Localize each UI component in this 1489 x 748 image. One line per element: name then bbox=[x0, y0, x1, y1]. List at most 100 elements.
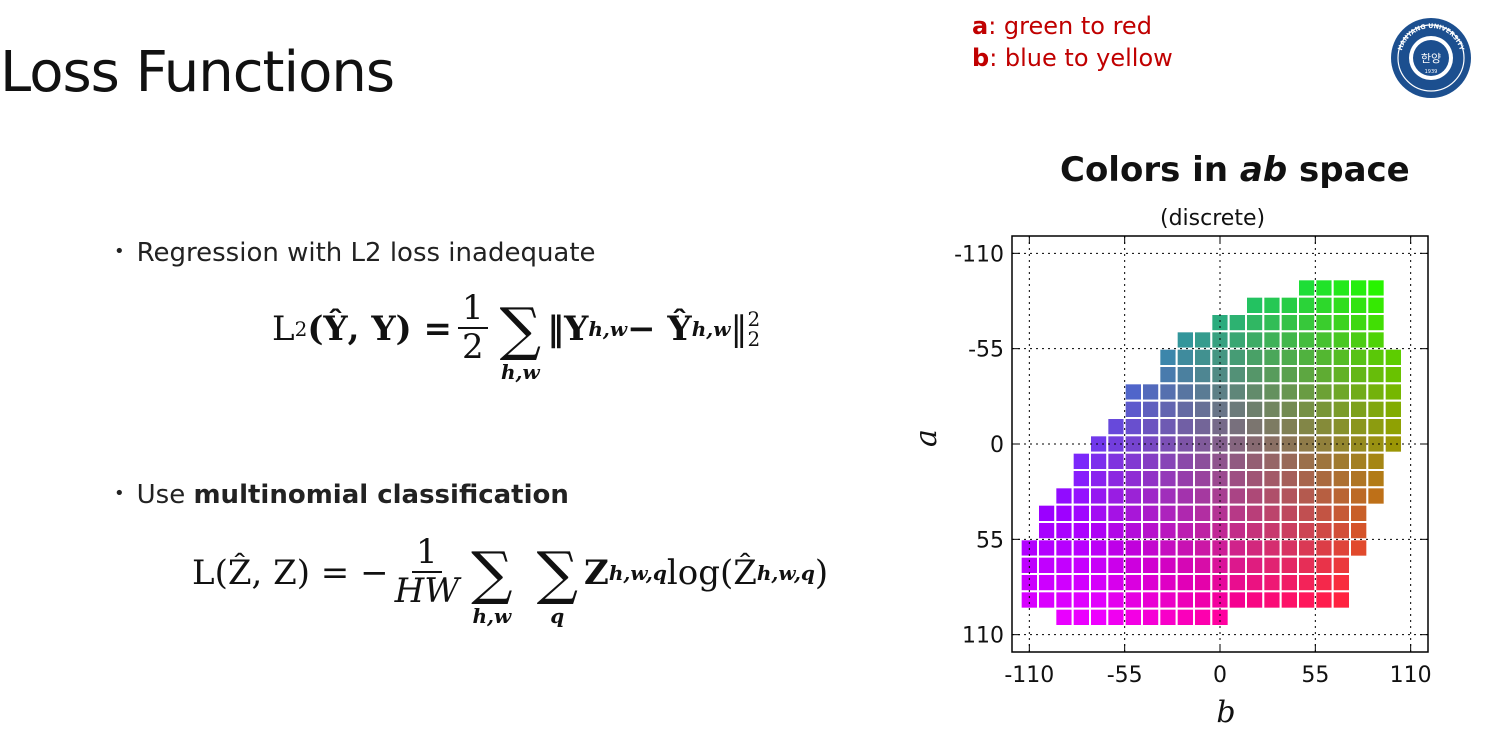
color-bin-cell bbox=[1262, 521, 1282, 541]
color-bin-cell bbox=[1089, 434, 1109, 454]
color-bin-cell bbox=[1262, 330, 1282, 350]
eq-ce-body-sub: h,w,q bbox=[608, 560, 667, 585]
color-bin-cell bbox=[1279, 382, 1299, 402]
color-bin-cell bbox=[1245, 313, 1265, 333]
color-bin-cell bbox=[1141, 382, 1161, 402]
color-bin-cell bbox=[1158, 451, 1178, 471]
color-bin-cell bbox=[1314, 330, 1334, 350]
color-bin-cell bbox=[1349, 399, 1369, 419]
bullet-classification-strong: multinomial classification bbox=[193, 480, 569, 510]
color-bin-cell bbox=[1383, 399, 1403, 419]
eq-l2-norm-scripts: 2 2 bbox=[747, 309, 760, 349]
color-bin-cell bbox=[1279, 451, 1299, 471]
color-bin-cell bbox=[1123, 469, 1143, 489]
color-bin-cell bbox=[1141, 417, 1161, 437]
color-bin-cell bbox=[1210, 573, 1230, 593]
color-bin-cell bbox=[1193, 347, 1213, 367]
color-bin-cell bbox=[1262, 295, 1282, 315]
color-bin-cell bbox=[1054, 590, 1074, 610]
color-bin-cell bbox=[1366, 278, 1386, 298]
sigma-icon: ∑ bbox=[471, 539, 513, 607]
chart-title: Colors in ab space bbox=[1060, 150, 1410, 190]
color-bin-cell bbox=[1331, 417, 1351, 437]
color-bin-cell bbox=[1123, 451, 1143, 471]
eq-ce-body: Z bbox=[583, 552, 609, 593]
color-bin-cell bbox=[1331, 555, 1351, 576]
color-bin-cell bbox=[1175, 573, 1195, 593]
color-bin-cell bbox=[1297, 521, 1317, 541]
color-bin-cell bbox=[1349, 382, 1369, 402]
color-bin-cell bbox=[1210, 313, 1230, 333]
eq-ce-frac-den: HW bbox=[394, 570, 460, 611]
color-bin-cell bbox=[1349, 521, 1369, 541]
color-bin-cell bbox=[1210, 607, 1230, 628]
bullet-regression: • Regression with L2 loss inadequate bbox=[114, 238, 596, 268]
color-bin-cell bbox=[1071, 590, 1091, 610]
color-bin-cell bbox=[1297, 295, 1317, 315]
color-bin-cell bbox=[1141, 607, 1161, 628]
color-bin-cell bbox=[1245, 330, 1265, 350]
color-bin-cell bbox=[1245, 399, 1265, 419]
color-bin-cell bbox=[1349, 451, 1369, 471]
color-bin-cell bbox=[1227, 330, 1247, 350]
color-bin-cell bbox=[1193, 417, 1213, 437]
color-bin-cell bbox=[1366, 399, 1386, 419]
color-bin-cell bbox=[1141, 573, 1161, 593]
color-bin-cell bbox=[1175, 521, 1195, 541]
color-bin-cell bbox=[1227, 573, 1247, 593]
eq-l2-body-sub: h,w bbox=[588, 316, 628, 341]
color-bin-cell bbox=[1071, 538, 1091, 558]
color-bin-cell bbox=[1331, 469, 1351, 489]
color-bin-cell bbox=[1227, 451, 1247, 471]
color-bin-cell bbox=[1158, 521, 1178, 541]
color-bin-cell bbox=[1279, 347, 1299, 367]
color-bin-cell bbox=[1175, 399, 1195, 419]
color-bin-cell bbox=[1123, 503, 1143, 523]
color-bin-cell bbox=[1245, 521, 1265, 541]
color-bin-cell bbox=[1383, 434, 1403, 454]
color-bin-cell bbox=[1245, 555, 1265, 576]
color-bin-cell bbox=[1262, 313, 1282, 333]
color-bin-cell bbox=[1089, 590, 1109, 610]
color-bin-cell bbox=[1106, 451, 1126, 471]
color-bin-cell bbox=[1054, 607, 1074, 628]
color-bin-cell bbox=[1297, 486, 1317, 506]
color-bin-cell bbox=[1227, 347, 1247, 367]
color-bin-cell bbox=[1037, 503, 1057, 523]
color-bin-cell bbox=[1349, 330, 1369, 350]
color-bin-cell bbox=[1245, 382, 1265, 402]
bullet-classification: • Use multinomial classification bbox=[114, 480, 569, 510]
color-bin-cell bbox=[1019, 555, 1040, 576]
eq-l2-norm-sub: 2 bbox=[747, 326, 761, 351]
b-axis-note: b: blue to yellow bbox=[972, 44, 1173, 72]
color-bin-cell bbox=[1279, 330, 1299, 350]
color-bin-cell bbox=[1227, 417, 1247, 437]
eq-l2-body2-sub: h,w bbox=[691, 316, 731, 341]
color-bin-cell bbox=[1331, 521, 1351, 541]
color-bin-cell bbox=[1210, 399, 1230, 419]
color-bin-cell bbox=[1175, 590, 1195, 610]
color-bin-cell bbox=[1141, 486, 1161, 506]
color-bin-cell bbox=[1314, 278, 1334, 298]
color-bin-cell bbox=[1158, 486, 1178, 506]
color-bin-cell bbox=[1054, 538, 1074, 558]
eq-l2-frac-den: 2 bbox=[462, 326, 484, 367]
color-bin-cell bbox=[1297, 330, 1317, 350]
color-bin-cell bbox=[1227, 555, 1247, 576]
x-tick-label: 110 bbox=[1390, 663, 1432, 688]
color-bin-cell bbox=[1141, 521, 1161, 541]
color-bin-cell bbox=[1331, 486, 1351, 506]
color-bin-cell bbox=[1123, 486, 1143, 506]
color-bin-cell bbox=[1262, 365, 1282, 385]
x-tick-label: 0 bbox=[1213, 663, 1227, 688]
color-bin-cell bbox=[1297, 278, 1317, 298]
color-bin-cell bbox=[1279, 555, 1299, 576]
color-bin-cell bbox=[1314, 486, 1334, 506]
color-bin-cell bbox=[1245, 451, 1265, 471]
color-bin-cell bbox=[1366, 382, 1386, 402]
color-bin-cell bbox=[1227, 486, 1247, 506]
color-bin-cell bbox=[1279, 521, 1299, 541]
color-bin-cell bbox=[1314, 295, 1334, 315]
color-bin-cell bbox=[1054, 486, 1074, 506]
